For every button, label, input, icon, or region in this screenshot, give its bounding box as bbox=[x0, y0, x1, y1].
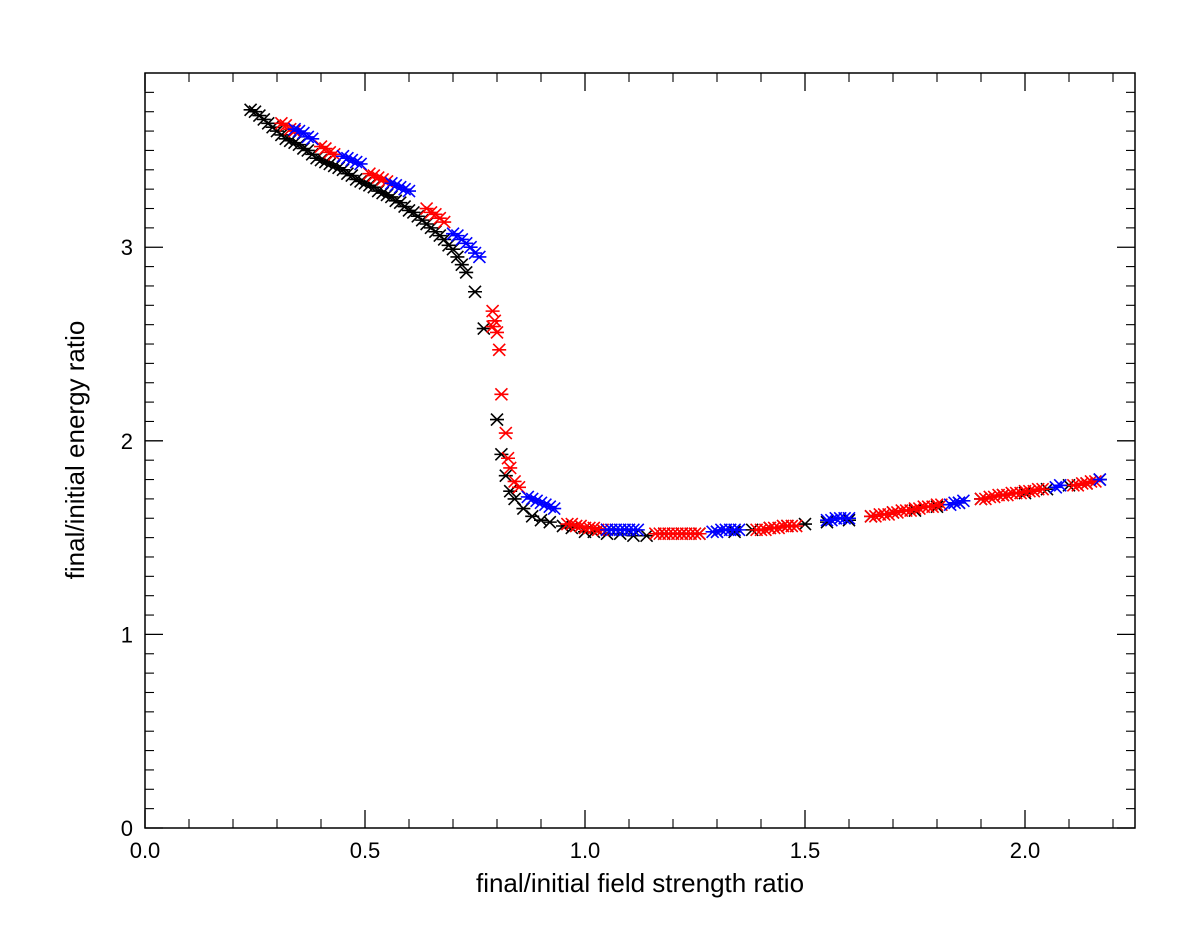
data-point bbox=[274, 116, 289, 130]
data-point bbox=[397, 182, 412, 196]
data-point bbox=[490, 412, 504, 427]
data-point bbox=[349, 155, 364, 169]
data-point bbox=[639, 529, 654, 543]
y-tick-label: 1 bbox=[121, 622, 133, 647]
data-point bbox=[842, 511, 856, 525]
data-point bbox=[353, 157, 368, 171]
data-point bbox=[630, 523, 645, 537]
data-point bbox=[890, 505, 905, 520]
data-point bbox=[547, 502, 562, 516]
data-point bbox=[424, 205, 438, 219]
data-point bbox=[903, 503, 918, 518]
data-point bbox=[912, 502, 927, 516]
data-point bbox=[300, 130, 315, 144]
data-point bbox=[450, 250, 465, 264]
data-point bbox=[956, 494, 971, 508]
data-point bbox=[472, 250, 487, 264]
data-point bbox=[1013, 486, 1028, 500]
data-point bbox=[881, 507, 896, 521]
data-point bbox=[1026, 484, 1041, 498]
data-point bbox=[534, 513, 548, 527]
data-point bbox=[476, 321, 491, 336]
data-point bbox=[490, 325, 504, 339]
data-point bbox=[1088, 474, 1103, 489]
series-blue bbox=[287, 122, 1107, 539]
x-tick-label: 1.0 bbox=[570, 838, 601, 863]
data-point bbox=[842, 513, 856, 527]
data-point bbox=[494, 387, 509, 401]
y-tick-label: 2 bbox=[121, 429, 133, 454]
data-point bbox=[388, 194, 403, 208]
data-point bbox=[573, 519, 588, 533]
data-point bbox=[503, 461, 518, 475]
data-point bbox=[498, 469, 513, 483]
data-point bbox=[952, 496, 966, 510]
data-point bbox=[868, 509, 883, 523]
data-point bbox=[512, 480, 526, 494]
data-point bbox=[727, 525, 742, 539]
data-point bbox=[943, 498, 958, 512]
y-axis-title: final/initial energy ratio bbox=[60, 321, 90, 580]
data-point bbox=[542, 500, 557, 514]
data-point bbox=[498, 426, 513, 440]
y-tick-label: 0 bbox=[121, 816, 133, 841]
data-point bbox=[402, 203, 416, 218]
data-point bbox=[1092, 472, 1107, 487]
data-point bbox=[586, 521, 601, 535]
data-point bbox=[1053, 478, 1068, 492]
data-point bbox=[925, 500, 940, 514]
y-tick-label: 3 bbox=[121, 235, 133, 260]
data-point bbox=[322, 145, 337, 159]
data-point bbox=[564, 517, 579, 531]
x-axis-title: final/initial field strength ratio bbox=[476, 868, 804, 898]
data-point bbox=[789, 519, 804, 533]
data-point bbox=[692, 527, 707, 541]
data-point bbox=[446, 227, 460, 241]
x-tick-label: 2.0 bbox=[1010, 838, 1041, 863]
x-tick-label: 0.0 bbox=[130, 838, 161, 863]
series-layer bbox=[243, 103, 1107, 543]
data-point bbox=[978, 492, 993, 506]
data-point bbox=[1048, 480, 1063, 494]
data-point bbox=[454, 258, 469, 272]
data-point bbox=[758, 523, 773, 537]
axis-tick-labels: 0.0 0.5 1.0 1.5 2.0 0 1 2 3 bbox=[121, 235, 1041, 863]
plot-frame bbox=[144, 72, 1136, 829]
data-point bbox=[305, 132, 320, 146]
data-point bbox=[331, 161, 346, 175]
data-point bbox=[485, 304, 500, 318]
data-point bbox=[402, 184, 416, 198]
data-point bbox=[459, 265, 474, 279]
data-point bbox=[1079, 476, 1094, 490]
data-point bbox=[1070, 478, 1085, 492]
data-point bbox=[492, 343, 507, 357]
data-point bbox=[824, 513, 839, 527]
data-point bbox=[1035, 482, 1050, 496]
data-point bbox=[626, 529, 641, 543]
data-point bbox=[1000, 488, 1015, 502]
data-point bbox=[243, 103, 258, 117]
series-red bbox=[274, 116, 1103, 541]
data-point bbox=[732, 523, 746, 537]
data-point bbox=[556, 519, 570, 533]
x-tick-label: 1.5 bbox=[790, 838, 821, 863]
data-point bbox=[710, 525, 724, 539]
data-point bbox=[771, 521, 786, 535]
x-tick-label: 0.5 bbox=[350, 838, 381, 863]
data-point bbox=[468, 285, 482, 299]
data-point bbox=[507, 474, 522, 489]
data-point bbox=[327, 147, 342, 161]
axis-ticks bbox=[144, 73, 1135, 829]
data-point bbox=[987, 490, 1002, 504]
data-point bbox=[485, 320, 500, 334]
data-point bbox=[287, 136, 302, 150]
data-point bbox=[340, 167, 355, 181]
data-point bbox=[380, 188, 394, 202]
data-point bbox=[542, 515, 557, 529]
data-point bbox=[437, 215, 452, 229]
data-point bbox=[292, 124, 306, 138]
data-point bbox=[798, 517, 812, 531]
